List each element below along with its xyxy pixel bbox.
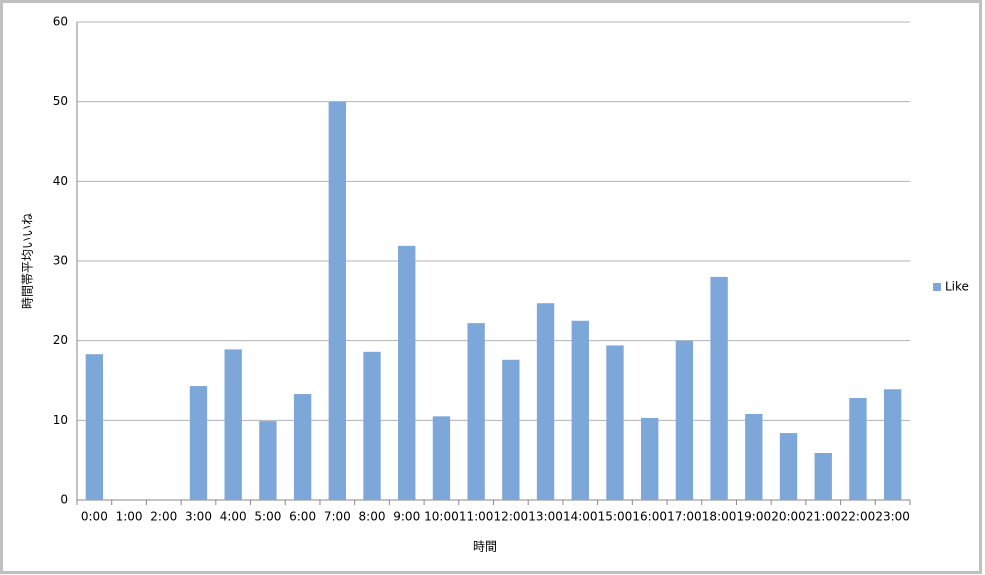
y-axis-label: 時間帯平均いいね: [21, 213, 35, 309]
x-tick-label: 1:00: [116, 510, 143, 524]
y-tick-label: 60: [53, 15, 68, 29]
x-tick-label: 18:00: [702, 510, 737, 524]
bar: [467, 323, 485, 500]
bar: [675, 340, 694, 500]
x-tick-label: 16:00: [632, 510, 667, 524]
bar: [224, 349, 242, 500]
bar: [432, 416, 451, 500]
y-tick-label: 20: [53, 333, 68, 347]
x-tick-label: 7:00: [324, 510, 351, 524]
bar: [536, 303, 555, 500]
x-tick-label: 20:00: [771, 510, 806, 524]
x-tick-label: 4:00: [220, 510, 247, 524]
x-tick-label: 8:00: [359, 510, 386, 524]
y-tick-label: 30: [53, 254, 68, 268]
bar: [259, 421, 277, 500]
x-tick-label: 15:00: [598, 510, 633, 524]
x-tick-label: 10:00: [424, 510, 459, 524]
bar: [814, 452, 832, 500]
bar: [779, 433, 798, 500]
bar: [606, 345, 624, 500]
bar: [189, 386, 208, 500]
x-tick-label: 5:00: [254, 510, 281, 524]
bar: [398, 245, 416, 500]
x-tick-label: 9:00: [393, 510, 420, 524]
y-tick-label: 0: [60, 493, 68, 507]
x-tick-label: 6:00: [289, 510, 316, 524]
y-tick-label: 40: [53, 174, 68, 188]
bar: [745, 413, 763, 500]
x-tick-label: 14:00: [563, 510, 598, 524]
legend-label: Like: [945, 280, 969, 294]
x-tick-label: 11:00: [459, 510, 494, 524]
y-tick-label: 10: [53, 413, 68, 427]
x-tick-label: 22:00: [841, 510, 876, 524]
bar: [710, 276, 728, 500]
x-tick-label: 2:00: [150, 510, 177, 524]
legend-swatch: [933, 283, 941, 291]
x-tick-label: 13:00: [528, 510, 563, 524]
bar: [363, 351, 381, 500]
x-tick-label: 21:00: [806, 510, 841, 524]
y-tick-label: 50: [53, 94, 68, 108]
bar: [883, 389, 902, 500]
bar: [571, 320, 589, 500]
x-axis-label: 時間: [473, 540, 497, 554]
x-tick-label: 12:00: [494, 510, 529, 524]
x-tick-label: 0:00: [81, 510, 108, 524]
bar: [502, 359, 520, 500]
x-tick-label: 17:00: [667, 510, 702, 524]
x-tick-label: 3:00: [185, 510, 212, 524]
x-tick-label: 23:00: [875, 510, 910, 524]
bar: [85, 354, 104, 500]
bar: [641, 417, 659, 500]
bar: [328, 101, 346, 501]
bar: [293, 394, 312, 500]
bar: [849, 398, 867, 500]
x-tick-label: 19:00: [737, 510, 772, 524]
